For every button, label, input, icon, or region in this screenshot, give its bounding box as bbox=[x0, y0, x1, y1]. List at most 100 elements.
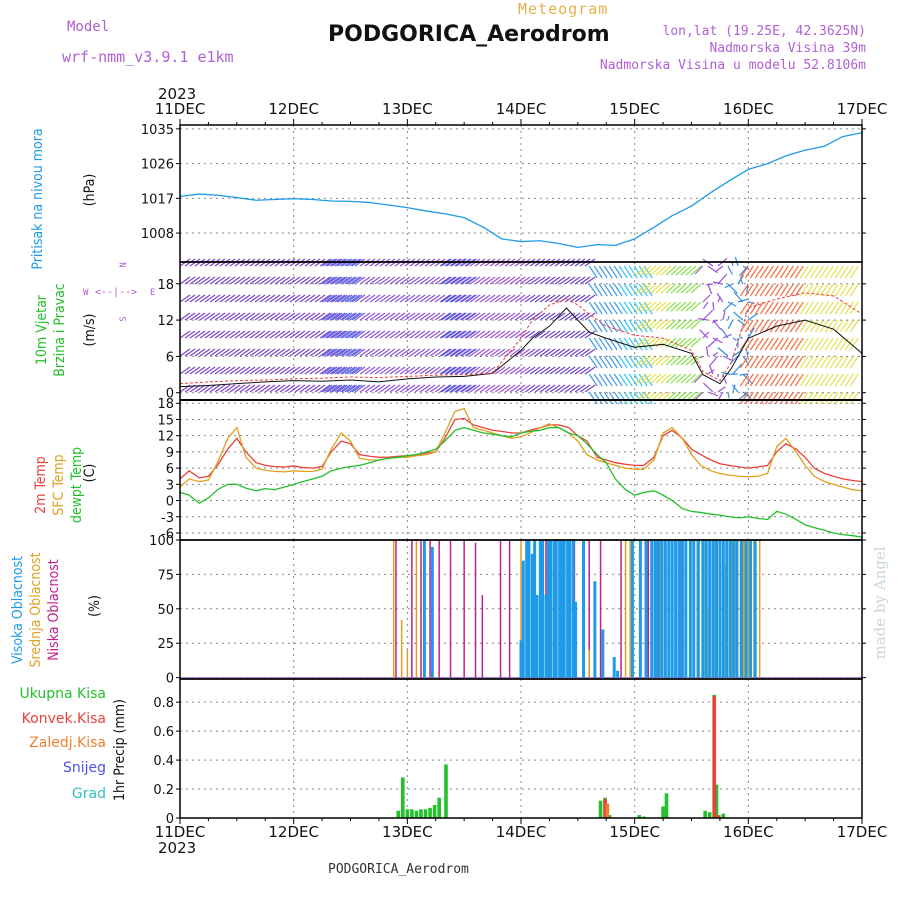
wind-barb bbox=[424, 330, 436, 339]
wind-barb bbox=[499, 384, 511, 393]
wind-barb bbox=[747, 313, 759, 321]
y-tick-label: 12 bbox=[157, 314, 174, 329]
wind-barb bbox=[259, 384, 271, 393]
wind-barb bbox=[429, 348, 441, 357]
wind-barb bbox=[559, 384, 571, 393]
wind-barb bbox=[744, 283, 754, 297]
wind-barb bbox=[618, 301, 628, 315]
wind-barb bbox=[264, 366, 276, 375]
wind-barb bbox=[849, 283, 859, 297]
meteogram-label: Meteogram bbox=[518, 0, 609, 18]
wind-barb bbox=[184, 330, 196, 339]
wind-barb bbox=[504, 384, 516, 393]
wind-barb bbox=[574, 294, 586, 303]
wind-barb bbox=[789, 391, 799, 405]
wind-barb bbox=[643, 283, 653, 297]
wind-barb bbox=[479, 312, 491, 321]
wind-barb bbox=[670, 265, 682, 276]
wind-barb bbox=[474, 330, 486, 339]
wind-barb bbox=[640, 355, 652, 366]
wind-barb bbox=[849, 319, 859, 333]
wind-barb bbox=[494, 348, 506, 357]
wind-barb bbox=[569, 276, 581, 285]
wind-barb bbox=[712, 319, 719, 324]
wind-barb bbox=[319, 276, 331, 285]
wind-barb bbox=[214, 330, 226, 339]
wind-barb bbox=[574, 330, 586, 339]
wind-barb bbox=[341, 330, 353, 339]
wind-barb bbox=[584, 384, 596, 393]
wind-barb bbox=[690, 373, 702, 384]
wind-barb bbox=[269, 348, 281, 357]
x-tick-label-top: 13DEC bbox=[382, 100, 433, 118]
wind-barb bbox=[309, 330, 321, 339]
wind-barb bbox=[249, 366, 261, 375]
wind-barb bbox=[737, 298, 748, 303]
wind-barb bbox=[779, 265, 789, 279]
wind-barb bbox=[608, 283, 618, 297]
wind-barb bbox=[414, 384, 426, 393]
wind-barb bbox=[623, 265, 633, 279]
wind-barb bbox=[737, 391, 749, 401]
wind-barb bbox=[660, 301, 672, 312]
wind-barb bbox=[494, 366, 506, 375]
wind-barb bbox=[314, 330, 326, 339]
wind-barb bbox=[466, 348, 477, 357]
wind-barb bbox=[514, 348, 526, 357]
wind-barb bbox=[309, 384, 321, 393]
wind-barb bbox=[640, 373, 652, 384]
wind-barb bbox=[499, 312, 511, 321]
wind-barb bbox=[319, 348, 331, 357]
wind-barb bbox=[389, 366, 401, 375]
wind-barb bbox=[588, 265, 598, 279]
wind-barb bbox=[529, 348, 541, 357]
wind-barb bbox=[274, 384, 286, 393]
wind-barb bbox=[539, 294, 551, 303]
wind-barb bbox=[779, 373, 789, 387]
y-tick-label: -3 bbox=[161, 511, 174, 526]
y-tick-label: 9 bbox=[166, 446, 174, 461]
wind-barb bbox=[519, 276, 531, 285]
wind-barb bbox=[346, 348, 358, 357]
x-tick-label-top: 12DEC bbox=[268, 100, 319, 118]
wind-barb bbox=[359, 312, 371, 321]
wind-barb bbox=[389, 384, 401, 393]
wind-barb bbox=[349, 312, 361, 321]
wind-barb bbox=[454, 330, 466, 339]
wind-barb bbox=[524, 294, 536, 303]
wind-barb bbox=[456, 276, 467, 285]
wind-barb bbox=[369, 348, 381, 357]
wind-barb bbox=[326, 330, 338, 339]
wind-barb bbox=[514, 384, 526, 393]
wind-barb bbox=[234, 312, 246, 321]
wind-barb bbox=[727, 319, 734, 330]
wind-barb bbox=[329, 330, 341, 339]
wind-barb bbox=[389, 294, 401, 303]
wind-barb bbox=[645, 373, 657, 384]
wind-barb bbox=[464, 384, 476, 393]
wind-barb bbox=[384, 366, 396, 375]
wind-barb bbox=[204, 384, 216, 393]
wind-barb bbox=[680, 283, 692, 294]
wind-barb bbox=[194, 330, 206, 339]
wind-barb bbox=[214, 312, 226, 321]
wind-barb bbox=[304, 330, 316, 339]
wind-barb bbox=[344, 294, 356, 303]
temp-dewpt-line bbox=[179, 426, 863, 538]
wind-barb bbox=[717, 273, 728, 285]
wind-barb bbox=[441, 312, 452, 321]
wind-barb bbox=[321, 294, 333, 303]
wind-barb bbox=[809, 355, 819, 369]
wind-barb bbox=[675, 319, 687, 330]
wind-barb bbox=[544, 312, 556, 321]
wind-barb bbox=[369, 330, 381, 339]
wind-barb bbox=[346, 312, 358, 321]
wind-barb bbox=[643, 373, 653, 387]
wind-barb bbox=[249, 330, 261, 339]
wind-barb bbox=[364, 276, 376, 285]
wind-barb bbox=[749, 283, 759, 297]
wind-barb bbox=[814, 391, 824, 405]
wind-barb bbox=[284, 330, 296, 339]
wind-barb bbox=[229, 348, 241, 357]
wind-barb bbox=[504, 312, 516, 321]
